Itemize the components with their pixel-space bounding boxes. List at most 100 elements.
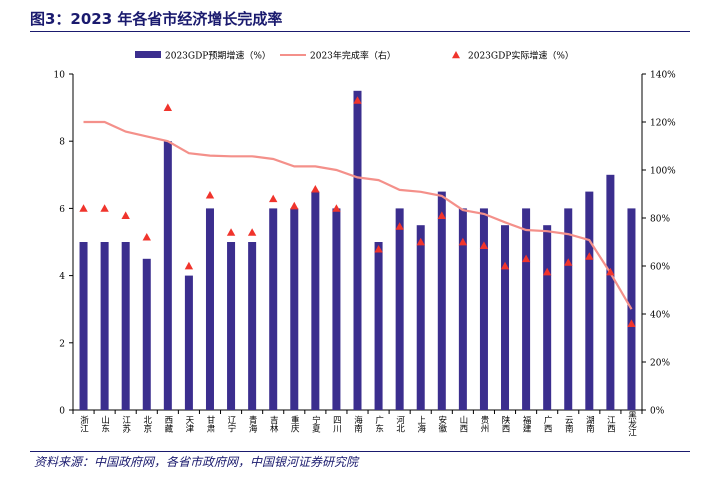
x-tick-label: 山西 [458,415,468,434]
bar [269,208,278,410]
bar [585,191,594,410]
left-tick-label: 8 [59,138,65,148]
bar [79,242,88,410]
legend: 2023GDP预期增速（%） 2023年完成率（右） 2023GDP实际增速（%） [135,50,574,62]
completion-rate-line [83,120,633,310]
actual-growth-point [79,204,88,212]
x-tick-label: 贵州 [479,415,489,433]
actual-growth-point [585,252,594,260]
scatter-series [79,96,636,327]
x-tick-label: 上海 [416,416,426,434]
x-tick-label: 福建 [521,415,531,434]
actual-growth-point [395,222,404,230]
x-tick-label: 海南 [353,415,363,433]
bar [163,141,172,410]
x-tick-label: 青海 [247,415,257,434]
bar [332,208,341,410]
chart-title: 图3：2023 年各省市经济增长完成率 [30,10,283,28]
actual-growth-point [564,258,573,266]
bar [479,208,488,410]
left-tick-label: 0 [59,407,65,417]
right-tick-label: 60% [650,263,670,273]
x-tick-label: 甘肃 [205,415,215,434]
actual-growth-point [226,228,236,236]
bar [543,225,552,410]
x-tick-labels: 浙江 山东 江苏 北京 西藏 天津 甘肃 辽宁 青海 吉林 重庆 宁夏 四川 海南 广东 河北 上海 安徽 山西 贵州… [79,411,637,437]
bar [374,242,383,410]
x-tick-label: 重庆 [289,415,299,434]
bar [142,258,151,410]
x-tick-label: 辽宁 [226,416,236,433]
x-tick-label: 广东 [374,415,384,433]
bar [353,90,362,411]
x-tick-label: 天津 [184,416,194,434]
x-tick-label: 湖南 [584,416,594,433]
legend-label: 2023GDP实际增速（%） [468,50,574,62]
right-tick-label: 0% [650,407,665,417]
actual-growth-point [542,267,552,276]
actual-growth-point [184,261,194,270]
x-tick-label: 宁夏 [310,415,320,433]
bar [121,242,130,410]
bar [522,208,531,410]
bar [290,208,299,410]
line-series [83,120,633,310]
title-divider [30,31,690,32]
actual-growth-point [437,211,446,219]
legend-label: 2023GDP预期增速（%） [165,50,271,62]
bar [248,242,257,410]
bar [501,225,510,410]
x-tick-label: 山东 [100,415,110,433]
right-tick-label: 20% [650,359,670,369]
x-tick-label: 江苏 [121,416,131,434]
x-tick-label: 广西 [542,415,552,434]
actual-growth-point [290,201,299,210]
right-tick-label: 80% [650,215,670,225]
bar [437,191,446,410]
right-tick-label: 120% [650,119,676,129]
actual-growth-point [353,96,362,104]
x-tick-label: 安徽 [437,415,447,434]
actual-growth-point [521,254,531,263]
actual-growth-point [500,261,510,270]
actual-growth-point [247,228,257,236]
left-tick-label: 10 [54,71,66,81]
x-tick-label: 黑龙江 [626,411,636,437]
actual-growth-point [311,185,320,193]
actual-growth-point [205,191,215,199]
bar [184,275,193,410]
bar [100,242,109,410]
actual-growth-point [163,103,173,111]
actual-growth-point [100,204,109,212]
legend-swatch-triangle [452,51,460,59]
right-tick-label: 140% [650,71,676,81]
x-tick-label: 西藏 [163,416,173,434]
left-tick-label: 6 [59,205,65,215]
actual-growth-point [332,204,341,212]
actual-growth-point [121,211,130,219]
legend-swatch-bar [135,51,161,58]
actual-growth-point [374,245,383,253]
x-tick-label: 江西 [605,416,615,434]
x-tick-label: 吉林 [268,416,278,434]
x-tick-label: 陕西 [500,415,510,434]
bar [311,191,320,410]
actual-growth-point [269,194,278,203]
actual-growth-point [458,237,468,246]
actual-growth-point [142,233,151,241]
left-tick-label: 2 [59,339,65,349]
actual-growth-point [606,267,615,276]
source-note: 资料来源：中国政府网，各省市政府网，中国银河证券研究院 [34,455,359,469]
actual-growth-point [416,237,425,246]
bar [606,174,615,410]
bar [458,208,467,410]
actual-growth-point [479,241,489,249]
bar [227,242,236,410]
bar [416,225,425,410]
bar-series [79,90,636,411]
source-divider [30,451,690,452]
bar [395,208,404,410]
x-tick-label: 北京 [142,416,152,434]
x-tick-label: 四川 [331,416,341,433]
